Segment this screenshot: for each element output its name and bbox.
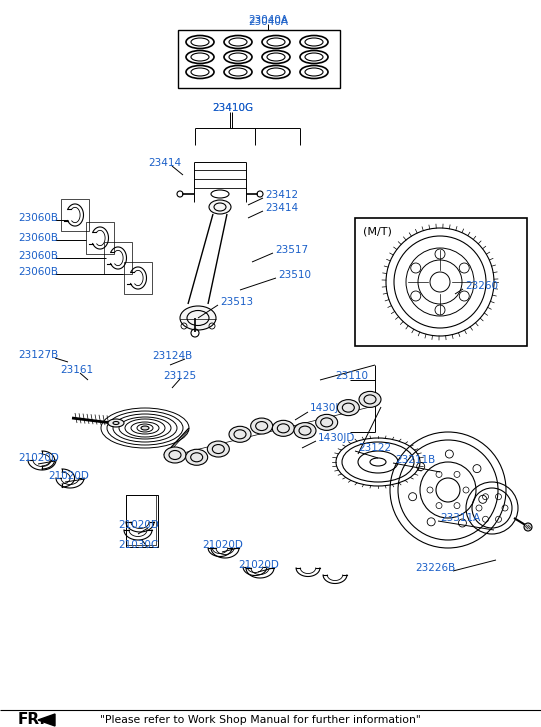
Ellipse shape bbox=[209, 200, 231, 214]
Bar bbox=[178, 30, 340, 88]
Text: 23414: 23414 bbox=[265, 203, 298, 213]
Text: (M/T): (M/T) bbox=[363, 227, 392, 237]
Text: 23125: 23125 bbox=[163, 371, 196, 381]
Text: 23226B: 23226B bbox=[415, 563, 455, 573]
Text: 23110: 23110 bbox=[335, 371, 368, 381]
Text: 21020D: 21020D bbox=[18, 453, 59, 463]
Bar bbox=[126, 495, 158, 547]
Text: 21020D: 21020D bbox=[48, 471, 89, 481]
Ellipse shape bbox=[229, 426, 251, 442]
Text: 23510: 23510 bbox=[278, 270, 311, 280]
Ellipse shape bbox=[141, 426, 149, 430]
Ellipse shape bbox=[186, 449, 208, 465]
Text: 23260: 23260 bbox=[465, 281, 498, 291]
Text: 23513: 23513 bbox=[220, 297, 253, 307]
Text: 21020D: 21020D bbox=[238, 560, 279, 570]
Text: 23161: 23161 bbox=[60, 365, 93, 375]
Text: 23412: 23412 bbox=[265, 190, 298, 200]
Text: 23060B: 23060B bbox=[18, 251, 58, 261]
Ellipse shape bbox=[250, 418, 273, 434]
Circle shape bbox=[435, 249, 445, 259]
Ellipse shape bbox=[294, 422, 316, 438]
Ellipse shape bbox=[180, 306, 216, 330]
Text: 23414: 23414 bbox=[148, 158, 181, 168]
Circle shape bbox=[411, 291, 421, 301]
Text: 1430JE: 1430JE bbox=[310, 403, 346, 413]
Bar bbox=[355, 218, 527, 346]
Text: 23060B: 23060B bbox=[18, 213, 58, 223]
Circle shape bbox=[459, 263, 469, 273]
Polygon shape bbox=[38, 714, 55, 726]
Ellipse shape bbox=[359, 391, 381, 407]
Bar bbox=[126, 495, 156, 545]
Text: 23060B: 23060B bbox=[18, 233, 58, 243]
Text: 23127B: 23127B bbox=[18, 350, 58, 360]
Circle shape bbox=[411, 263, 421, 273]
Circle shape bbox=[459, 291, 469, 301]
Bar bbox=[86, 222, 114, 254]
Ellipse shape bbox=[338, 400, 359, 416]
Text: 21030C: 21030C bbox=[118, 540, 159, 550]
Text: 23040A: 23040A bbox=[248, 17, 288, 27]
Ellipse shape bbox=[207, 441, 229, 457]
Text: 23517: 23517 bbox=[275, 245, 308, 255]
Text: 21020D: 21020D bbox=[202, 540, 243, 550]
Text: 23122: 23122 bbox=[358, 443, 391, 453]
Circle shape bbox=[435, 305, 445, 315]
Text: FR.: FR. bbox=[18, 712, 46, 727]
Text: 23040A: 23040A bbox=[248, 15, 288, 25]
Text: 23410G: 23410G bbox=[212, 103, 253, 113]
Text: 23410G: 23410G bbox=[212, 103, 253, 113]
Text: 23060B: 23060B bbox=[18, 267, 58, 277]
Ellipse shape bbox=[108, 419, 124, 427]
Text: 1430JD: 1430JD bbox=[318, 433, 355, 443]
Bar bbox=[124, 262, 152, 294]
Bar bbox=[104, 242, 132, 274]
Ellipse shape bbox=[164, 447, 186, 463]
Text: 23124B: 23124B bbox=[152, 351, 192, 361]
Text: 23211B: 23211B bbox=[395, 455, 436, 465]
Text: 21020D: 21020D bbox=[118, 520, 159, 530]
Text: "Please refer to Work Shop Manual for further information": "Please refer to Work Shop Manual for fu… bbox=[100, 715, 421, 725]
Ellipse shape bbox=[315, 414, 338, 430]
Bar bbox=[61, 199, 89, 231]
Text: 23311A: 23311A bbox=[440, 513, 480, 523]
Circle shape bbox=[524, 523, 532, 531]
Ellipse shape bbox=[272, 420, 294, 436]
